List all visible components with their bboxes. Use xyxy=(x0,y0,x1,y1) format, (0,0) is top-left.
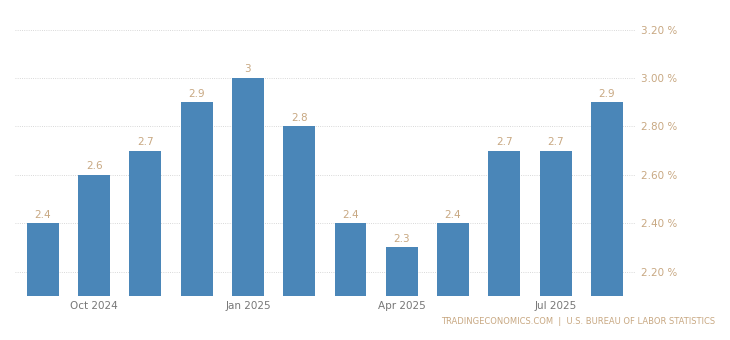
Bar xyxy=(437,223,469,296)
Bar xyxy=(488,151,520,296)
Text: 2.4: 2.4 xyxy=(342,209,359,220)
Text: 2.9: 2.9 xyxy=(599,88,615,99)
Text: 2.8: 2.8 xyxy=(291,113,307,123)
Text: 2.9: 2.9 xyxy=(188,88,205,99)
Bar xyxy=(283,126,315,296)
Bar xyxy=(232,78,264,296)
Bar xyxy=(591,102,623,296)
Text: 3: 3 xyxy=(245,64,251,74)
Bar xyxy=(27,223,58,296)
Bar xyxy=(386,248,418,296)
Text: 2.3: 2.3 xyxy=(393,234,410,244)
Text: 2.7: 2.7 xyxy=(548,137,564,147)
Text: 2.7: 2.7 xyxy=(137,137,154,147)
Text: 2.4: 2.4 xyxy=(445,209,461,220)
Text: 2.6: 2.6 xyxy=(85,161,102,171)
Bar xyxy=(539,151,572,296)
Bar xyxy=(129,151,161,296)
Bar xyxy=(181,102,212,296)
Text: TRADINGECONOMICS.COM  |  U.S. BUREAU OF LABOR STATISTICS: TRADINGECONOMICS.COM | U.S. BUREAU OF LA… xyxy=(441,318,715,326)
Bar xyxy=(334,223,366,296)
Text: 2.7: 2.7 xyxy=(496,137,512,147)
Bar xyxy=(78,175,110,296)
Text: 2.4: 2.4 xyxy=(34,209,51,220)
